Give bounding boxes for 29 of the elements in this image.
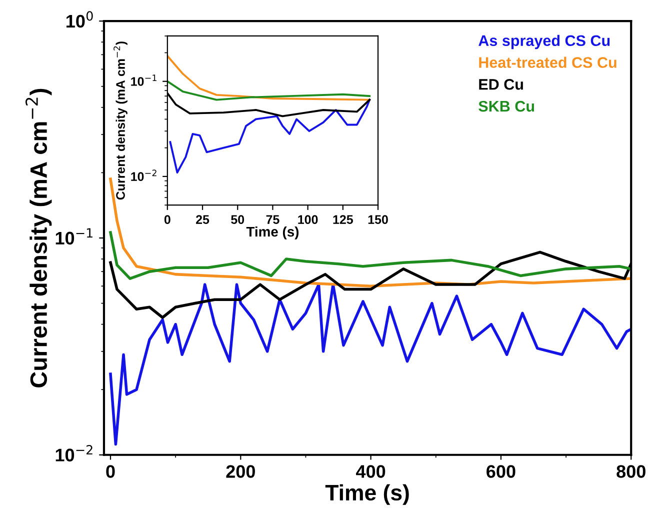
text: ED Cu (479, 78, 523, 90)
y-tick-label: 10$^{0}$ (66, 11, 93, 28)
x-tick-label: 0 (164, 215, 170, 224)
line-series (169, 98, 371, 174)
x-tick-label: 800 (616, 465, 646, 478)
line-series (109, 283, 632, 446)
x-axis-title: Time (s) (246, 226, 299, 240)
x-axis-title: Time (s) (325, 484, 409, 505)
x-tick-label: 400 (356, 465, 386, 478)
y-tick-label: 10$^{−1}$ (56, 228, 92, 245)
y-tick-label: 10$^{−2}$ (131, 170, 156, 182)
x-tick-label: 50 (231, 215, 244, 224)
y-axis-title: Current density (mA cm$^{−2}$) (26, 88, 52, 388)
text: Heat-treated CS Cu (479, 56, 616, 68)
y-axis-title: Current density (mA cm$^{−2}$) (114, 42, 128, 200)
line-series (167, 54, 371, 101)
x-tick-label: 75 (266, 215, 280, 224)
x-tick-label: 150 (368, 215, 388, 224)
y-tick-label: 10$^{−1}$ (131, 74, 156, 86)
y-tick-label: 10$^{−2}$ (56, 445, 92, 462)
text: As sprayed CS Cu (478, 34, 610, 50)
x-tick-label: 100 (298, 215, 318, 224)
x-tick-label: 200 (226, 465, 255, 478)
x-tick-label: 0 (106, 465, 115, 478)
x-tick-label: 600 (486, 465, 516, 478)
x-tick-label: 25 (196, 215, 210, 224)
text: SKB Cu (478, 100, 534, 112)
line-series (167, 80, 371, 101)
x-tick-label: 125 (333, 215, 353, 224)
